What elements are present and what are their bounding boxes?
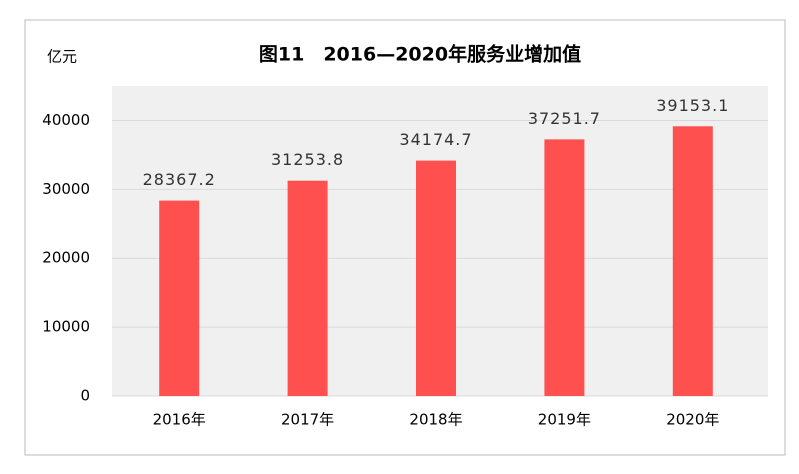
y-tick-label: 0 [80, 387, 90, 405]
x-tick-label: 2016年 [153, 411, 206, 429]
x-tick-label: 2020年 [666, 411, 719, 429]
value-label: 28367.2 [143, 170, 216, 189]
x-tick-label: 2017年 [281, 411, 334, 429]
bar [416, 160, 456, 396]
y-tick-label: 30000 [42, 180, 90, 198]
value-label: 34174.7 [399, 130, 472, 149]
chart-title: 图11 2016—2020年服务业增加值 [259, 43, 581, 66]
value-label: 37251.7 [528, 109, 601, 128]
bar [672, 126, 713, 397]
value-label: 39153.1 [656, 96, 729, 115]
bar [287, 180, 328, 396]
y-tick-label: 20000 [42, 249, 90, 267]
x-tick-label: 2018年 [409, 411, 462, 429]
value-label: 31253.8 [271, 150, 344, 169]
bar [159, 200, 200, 396]
y-tick-label: 10000 [42, 318, 90, 336]
y-tick-label: 40000 [42, 111, 90, 129]
x-tick-label: 2019年 [538, 411, 591, 429]
bar [544, 139, 585, 396]
y-axis-label: 亿元 [47, 48, 77, 66]
